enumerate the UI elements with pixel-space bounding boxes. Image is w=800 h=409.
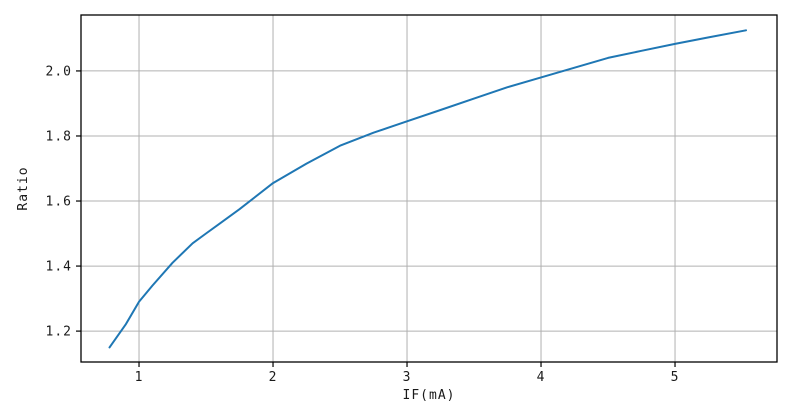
y-axis-label: Ratio bbox=[16, 166, 31, 210]
y-tick-label: 1.4 bbox=[46, 260, 72, 275]
x-axis-label: IF(mA) bbox=[403, 388, 456, 403]
ratio-curve bbox=[108, 29, 747, 349]
y-tick-label: 1.6 bbox=[46, 195, 72, 210]
x-tick-label: 3 bbox=[403, 370, 412, 385]
plot-area-border bbox=[80, 14, 778, 363]
y-tick-label: 1.8 bbox=[46, 129, 72, 144]
x-tick-label: 2 bbox=[269, 370, 278, 385]
x-tick-label: 5 bbox=[671, 370, 680, 385]
x-tick-label: 4 bbox=[537, 370, 546, 385]
y-tick-label: 1.2 bbox=[46, 325, 72, 340]
y-tick-label: 2.0 bbox=[46, 64, 72, 79]
x-tick-label: 1 bbox=[135, 370, 144, 385]
